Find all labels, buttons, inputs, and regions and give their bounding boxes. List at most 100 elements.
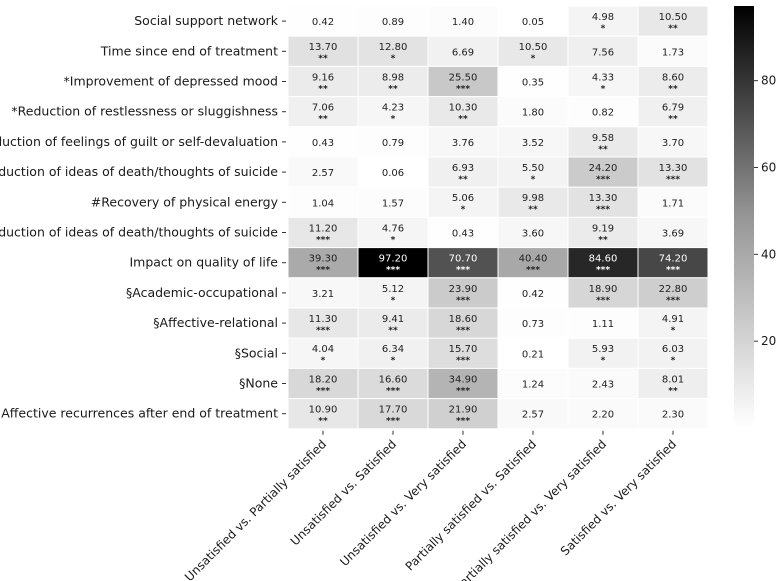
cell-significance-label: ** [388,326,398,336]
heatmap-cell [497,307,569,339]
heatmap-cell [637,307,709,339]
heatmap-cell [357,307,429,339]
heatmap-cell [357,126,429,158]
cell-value-label: 1.57 [382,198,404,209]
cell-significance-label: ** [668,24,678,34]
cell-significance-label: ** [598,235,608,245]
heatmap-cell [427,216,499,249]
cell-value-label: 18.60 [449,314,478,325]
cell-significance-label: *** [596,266,610,276]
cell-value-label: 0.06 [382,168,404,179]
cell-value-label: 16.60 [379,374,408,385]
cell-significance-label: *** [456,356,470,366]
column-label: Unsatisfied vs. Partially satisfied [182,437,329,581]
cell-significance-label: ** [318,115,328,125]
cell-significance-label: *** [456,84,470,94]
cell-value-label: 3.60 [522,229,544,240]
cell-significance-label: *** [666,175,680,185]
cell-significance-label: *** [456,326,470,336]
cell-value-label: 13.30 [589,193,618,204]
cell-value-label: 2.57 [522,410,544,421]
cell-value-label: 9.58 [592,133,614,144]
cell-value-label: 23.90 [449,284,478,295]
cell-value-label: 3.52 [522,138,544,149]
cell-value-label: 2.30 [662,410,684,421]
cell-value-label: 3.70 [662,138,684,149]
cell-value-label: 13.70 [309,42,338,53]
cell-value-label: 0.42 [522,289,544,300]
cell-value-label: 4.76 [382,223,404,234]
cell-value-label: 3.69 [662,229,684,240]
heatmap-cell [567,307,639,339]
heatmap-cell [637,126,709,158]
cell-value-label: 39.30 [309,254,338,265]
cell-significance-label: * [391,296,396,306]
cell-value-label: 1.40 [452,17,474,28]
cell-value-label: 15.70 [449,344,478,355]
row-labels: Social support network Time since end of … [0,13,286,421]
cell-value-label: 0.42 [312,17,334,28]
cell-significance-label: ** [528,205,538,215]
cell-significance-label: * [461,205,466,215]
row-label: *Reduction of ideas of death/thoughts of… [0,164,278,179]
cell-significance-label: *** [596,296,610,306]
cell-significance-label: ** [458,115,468,125]
cell-significance-label: *** [666,266,680,276]
heatmap-cell [497,337,569,369]
cell-value-label: 9.16 [312,72,334,83]
cell-value-label: 1.71 [662,198,684,209]
heatmap-cell [427,156,499,188]
cell-significance-label: ** [668,84,678,94]
heatmap-cell [427,307,499,339]
column-label: Satisfied vs. Very satisfied [558,437,679,558]
heatmap-cell [357,277,429,309]
heatmap-cell [357,398,429,430]
cell-value-label: 3.76 [452,138,474,149]
heatmap-cell [427,65,499,98]
cell-value-label: 6.03 [662,344,684,355]
cell-value-label: 0.43 [452,229,474,240]
cell-value-label: 4.91 [662,314,684,325]
row-label: *Reduction of feelings of guilt or self-… [0,134,278,149]
heatmap-cell [357,35,429,67]
cell-value-label: 9.41 [382,314,404,325]
heatmap-cell [637,398,709,430]
heatmap-cell [637,216,709,249]
heatmap-cell [497,126,569,158]
cell-value-label: 8.60 [662,72,684,83]
cell-value-label: 0.73 [522,319,544,330]
row-label: Affective recurrences after end of treat… [1,406,278,421]
column-label: Unsatisfied vs. Very satisfied [337,437,469,569]
row-label: §Academic-occupational [126,285,278,300]
cell-value-label: 6.69 [452,47,474,58]
cell-significance-label: *** [386,386,400,396]
cell-significance-label: * [531,54,536,64]
cell-value-label: 22.80 [659,284,688,295]
cell-value-label: 1.24 [522,380,544,391]
heatmap-cell [497,156,569,188]
heatmap-cell [567,96,639,128]
heatmap-cell [567,126,639,158]
cell-significance-label: *** [456,386,470,396]
cell-value-label: 11.30 [309,314,338,325]
heatmap-cell [497,65,569,98]
cell-value-label: 0.21 [522,349,544,360]
row-label: §None [239,376,278,391]
colorbar-tick-label: 60 [761,161,776,175]
cell-value-label: 4.23 [382,103,404,114]
heatmap-cell [357,247,429,279]
heatmap-cell [637,96,709,128]
heatmap-cell [287,247,359,279]
column-label: Partially satisfied vs. Satisfied [403,437,540,574]
cell-significance-label: * [601,24,606,34]
cell-value-label: 10.50 [659,12,688,23]
cell-significance-label: ** [458,175,468,185]
cell-value-label: 34.90 [449,374,478,385]
cell-value-label: 6.34 [382,344,404,355]
cell-value-label: 1.11 [592,319,614,330]
heatmap-cell [567,337,639,369]
cell-value-label: 1.73 [662,47,684,58]
cell-value-label: 1.04 [312,198,334,209]
cell-value-label: 6.93 [452,163,474,174]
cell-value-label: 17.70 [379,405,408,416]
